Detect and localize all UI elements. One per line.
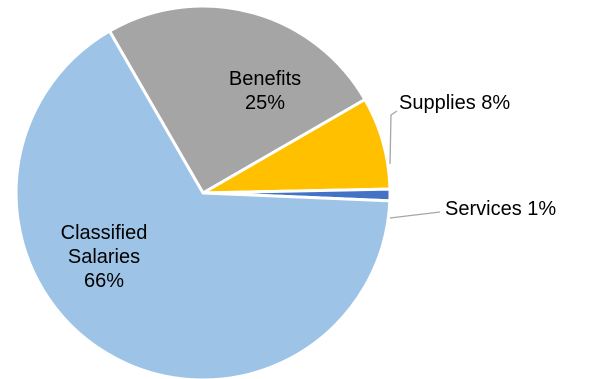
data-labels: Benefits 25% Supplies 8% Services 1% Classif…	[61, 68, 557, 292]
data-label-supplies: Supplies 8%	[399, 92, 510, 114]
data-label-benefits: Benefits 25%	[229, 68, 301, 114]
leader-line-services	[389, 211, 441, 219]
data-label-line: 25%	[245, 92, 285, 114]
data-label-services: Services 1%	[445, 198, 556, 220]
pie-slice-benefits	[108, 4, 367, 195]
data-label-classified-salaries: Classified Salaries 66%	[61, 222, 148, 292]
pie-slice-classified-salaries	[14, 29, 392, 379]
data-label-line: 66%	[84, 270, 124, 292]
data-label-line: Salaries	[68, 246, 140, 268]
leader-line-supplies	[389, 110, 398, 165]
data-label-line: Classified	[61, 222, 148, 244]
data-label-line: Services 1%	[445, 198, 556, 220]
leader-lines	[389, 110, 441, 219]
pie-slice-supplies	[201, 98, 392, 195]
data-label-line: Benefits	[229, 68, 301, 90]
pie-slices	[14, 4, 392, 379]
data-label-line: Supplies 8%	[399, 92, 510, 114]
